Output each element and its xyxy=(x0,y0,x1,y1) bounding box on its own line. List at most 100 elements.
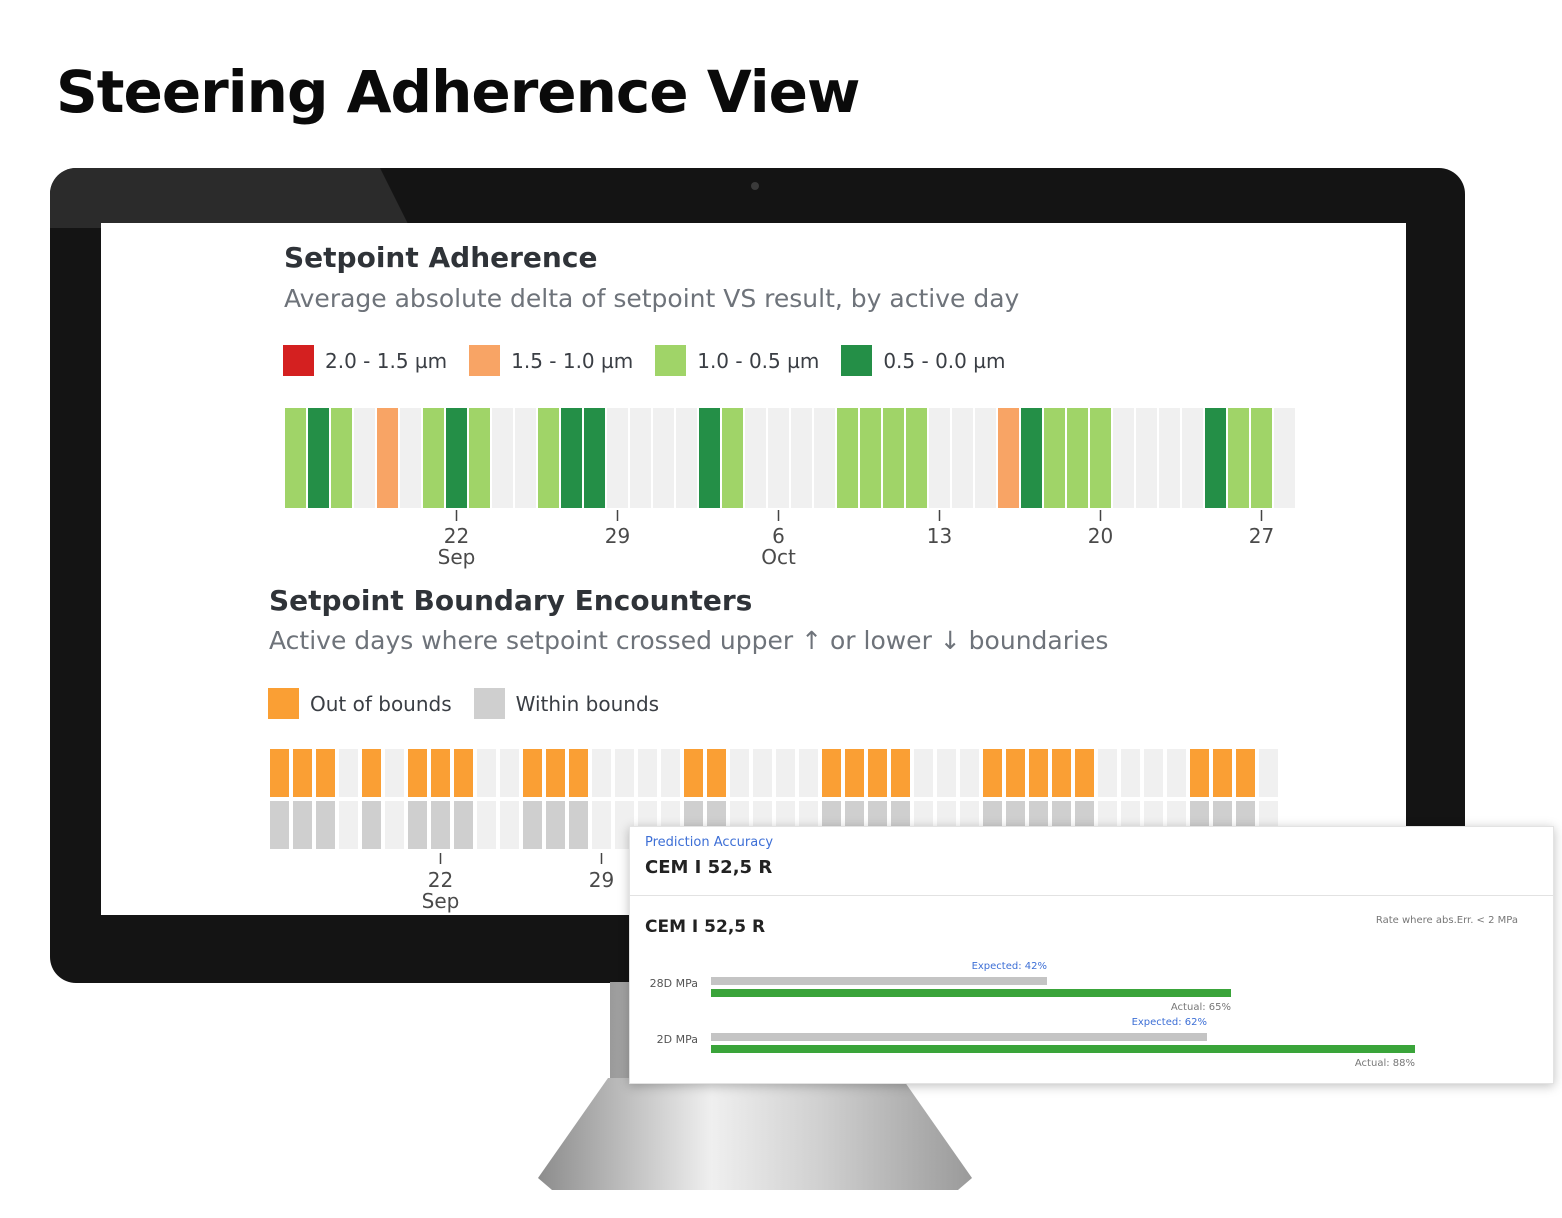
day-cell[interactable] xyxy=(1021,408,1042,508)
legend-item-out-of-bounds[interactable]: Out of bounds xyxy=(268,688,452,719)
day-cell[interactable] xyxy=(630,408,651,508)
day-cell[interactable] xyxy=(1182,408,1203,508)
upper-boundary-cell[interactable] xyxy=(270,749,289,797)
upper-boundary-cell[interactable] xyxy=(1236,749,1255,797)
day-cell[interactable] xyxy=(285,408,306,508)
lower-boundary-cell[interactable] xyxy=(293,801,312,849)
day-cell[interactable] xyxy=(676,408,697,508)
upper-boundary-cell[interactable] xyxy=(316,749,335,797)
legend-item-0.5-0.0[interactable]: 0.5 - 0.0 µm xyxy=(841,345,1005,376)
lower-boundary-cell[interactable] xyxy=(546,801,565,849)
day-cell[interactable] xyxy=(952,408,973,508)
day-cell[interactable] xyxy=(1251,408,1272,508)
upper-boundary-cell[interactable] xyxy=(1121,749,1140,797)
lower-boundary-cell[interactable] xyxy=(316,801,335,849)
upper-boundary-cell[interactable] xyxy=(753,749,772,797)
upper-boundary-cell[interactable] xyxy=(1167,749,1186,797)
upper-boundary-cell[interactable] xyxy=(339,749,358,797)
day-cell[interactable] xyxy=(377,408,398,508)
upper-boundary-cell[interactable] xyxy=(477,749,496,797)
day-cell[interactable] xyxy=(607,408,628,508)
upper-boundary-cell[interactable] xyxy=(1006,749,1025,797)
upper-boundary-cell[interactable] xyxy=(385,749,404,797)
day-cell[interactable] xyxy=(998,408,1019,508)
upper-boundary-cell[interactable] xyxy=(799,749,818,797)
day-cell[interactable] xyxy=(400,408,421,508)
day-cell[interactable] xyxy=(929,408,950,508)
upper-boundary-cell[interactable] xyxy=(362,749,381,797)
day-cell[interactable] xyxy=(1136,408,1157,508)
day-cell[interactable] xyxy=(1274,408,1295,508)
day-cell[interactable] xyxy=(814,408,835,508)
upper-boundary-cell[interactable] xyxy=(983,749,1002,797)
day-cell[interactable] xyxy=(423,408,444,508)
upper-boundary-cell[interactable] xyxy=(431,749,450,797)
upper-boundary-cell[interactable] xyxy=(592,749,611,797)
upper-boundary-cell[interactable] xyxy=(730,749,749,797)
upper-boundary-cell[interactable] xyxy=(569,749,588,797)
legend-item-1.5-1.0[interactable]: 1.5 - 1.0 µm xyxy=(469,345,633,376)
upper-boundary-cell[interactable] xyxy=(1029,749,1048,797)
day-cell[interactable] xyxy=(1159,408,1180,508)
upper-boundary-cell[interactable] xyxy=(1098,749,1117,797)
day-cell[interactable] xyxy=(1067,408,1088,508)
day-cell[interactable] xyxy=(1044,408,1065,508)
upper-boundary-cell[interactable] xyxy=(546,749,565,797)
legend-item-1.0-0.5[interactable]: 1.0 - 0.5 µm xyxy=(655,345,819,376)
upper-boundary-cell[interactable] xyxy=(1144,749,1163,797)
upper-boundary-cell[interactable] xyxy=(638,749,657,797)
lower-boundary-cell[interactable] xyxy=(477,801,496,849)
upper-boundary-cell[interactable] xyxy=(615,749,634,797)
upper-boundary-cell[interactable] xyxy=(293,749,312,797)
upper-boundary-cell[interactable] xyxy=(1075,749,1094,797)
lower-boundary-cell[interactable] xyxy=(454,801,473,849)
day-cell[interactable] xyxy=(722,408,743,508)
day-cell[interactable] xyxy=(1205,408,1226,508)
upper-boundary-cell[interactable] xyxy=(868,749,887,797)
lower-boundary-cell[interactable] xyxy=(270,801,289,849)
upper-boundary-cell[interactable] xyxy=(1259,749,1278,797)
lower-boundary-cell[interactable] xyxy=(339,801,358,849)
lower-boundary-cell[interactable] xyxy=(500,801,519,849)
upper-boundary-cell[interactable] xyxy=(960,749,979,797)
lower-boundary-cell[interactable] xyxy=(523,801,542,849)
upper-boundary-cell[interactable] xyxy=(500,749,519,797)
upper-boundary-cell[interactable] xyxy=(408,749,427,797)
lower-boundary-cell[interactable] xyxy=(569,801,588,849)
upper-boundary-cell[interactable] xyxy=(707,749,726,797)
day-cell[interactable] xyxy=(653,408,674,508)
day-cell[interactable] xyxy=(883,408,904,508)
day-cell[interactable] xyxy=(492,408,513,508)
day-cell[interactable] xyxy=(768,408,789,508)
day-cell[interactable] xyxy=(561,408,582,508)
upper-boundary-cell[interactable] xyxy=(776,749,795,797)
legend-item-2.0-1.5[interactable]: 2.0 - 1.5 µm xyxy=(283,345,447,376)
upper-boundary-cell[interactable] xyxy=(454,749,473,797)
upper-boundary-cell[interactable] xyxy=(1190,749,1209,797)
upper-boundary-cell[interactable] xyxy=(937,749,956,797)
lower-boundary-cell[interactable] xyxy=(408,801,427,849)
day-cell[interactable] xyxy=(837,408,858,508)
day-cell[interactable] xyxy=(331,408,352,508)
lower-boundary-cell[interactable] xyxy=(431,801,450,849)
day-cell[interactable] xyxy=(584,408,605,508)
upper-boundary-cell[interactable] xyxy=(845,749,864,797)
upper-boundary-cell[interactable] xyxy=(684,749,703,797)
day-cell[interactable] xyxy=(515,408,536,508)
day-cell[interactable] xyxy=(975,408,996,508)
day-cell[interactable] xyxy=(308,408,329,508)
upper-boundary-cell[interactable] xyxy=(1052,749,1071,797)
day-cell[interactable] xyxy=(860,408,881,508)
upper-boundary-cell[interactable] xyxy=(891,749,910,797)
day-cell[interactable] xyxy=(354,408,375,508)
day-cell[interactable] xyxy=(446,408,467,508)
day-cell[interactable] xyxy=(538,408,559,508)
upper-boundary-cell[interactable] xyxy=(1213,749,1232,797)
day-cell[interactable] xyxy=(791,408,812,508)
day-cell[interactable] xyxy=(1113,408,1134,508)
day-cell[interactable] xyxy=(1090,408,1111,508)
day-cell[interactable] xyxy=(1228,408,1249,508)
day-cell[interactable] xyxy=(699,408,720,508)
upper-boundary-cell[interactable] xyxy=(661,749,680,797)
lower-boundary-cell[interactable] xyxy=(592,801,611,849)
